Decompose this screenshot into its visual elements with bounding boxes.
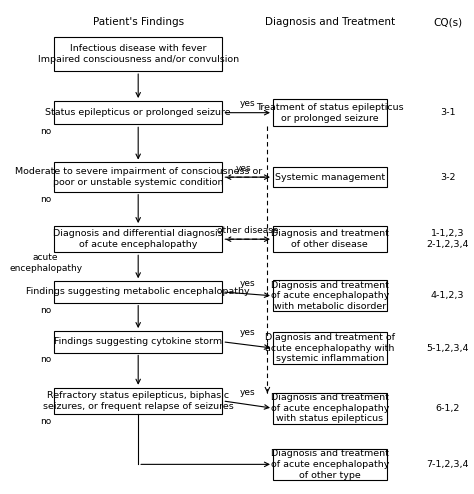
Text: Findings suggesting metabolic encephalopathy: Findings suggesting metabolic encephalop… bbox=[27, 288, 250, 296]
Text: 3-2: 3-2 bbox=[440, 172, 456, 182]
Text: Refractory status epilepticus, biphasic
seizures, or frequent relapse of seizure: Refractory status epilepticus, biphasic … bbox=[43, 391, 234, 411]
Text: Findings suggesting cytokine storm: Findings suggesting cytokine storm bbox=[54, 337, 222, 346]
Text: yes: yes bbox=[240, 279, 255, 288]
FancyBboxPatch shape bbox=[273, 167, 386, 187]
Text: Patient's Findings: Patient's Findings bbox=[92, 17, 184, 28]
FancyBboxPatch shape bbox=[54, 226, 222, 252]
Text: yes: yes bbox=[240, 388, 255, 397]
Text: Status epilepticus or prolonged seizure: Status epilepticus or prolonged seizure bbox=[46, 108, 231, 117]
FancyBboxPatch shape bbox=[54, 37, 222, 71]
Text: CQ(s): CQ(s) bbox=[433, 17, 462, 28]
Text: Diagnosis and treatment
of acute encephalopathy
with metabolic disorder: Diagnosis and treatment of acute encepha… bbox=[271, 281, 389, 311]
FancyBboxPatch shape bbox=[273, 332, 386, 364]
FancyBboxPatch shape bbox=[54, 163, 222, 192]
FancyBboxPatch shape bbox=[273, 99, 386, 126]
Text: Treatment of status epilepticus
or prolonged seizure: Treatment of status epilepticus or prolo… bbox=[256, 103, 403, 123]
Text: yes: yes bbox=[236, 164, 251, 173]
FancyBboxPatch shape bbox=[273, 226, 386, 252]
FancyBboxPatch shape bbox=[54, 388, 222, 414]
Text: no: no bbox=[40, 127, 51, 136]
Text: Diagnosis and differential diagnosis
of acute encephalopathy: Diagnosis and differential diagnosis of … bbox=[54, 229, 223, 249]
Text: yes: yes bbox=[240, 329, 255, 337]
Text: 1-1,2,3
2-1,2,3,4: 1-1,2,3 2-1,2,3,4 bbox=[426, 229, 469, 249]
FancyBboxPatch shape bbox=[273, 393, 386, 424]
Text: Diagnosis and Treatment: Diagnosis and Treatment bbox=[264, 17, 395, 28]
Text: yes: yes bbox=[240, 99, 255, 108]
Text: 5-1,2,3,4: 5-1,2,3,4 bbox=[426, 344, 469, 353]
Text: acute
encephalopathy: acute encephalopathy bbox=[9, 253, 82, 273]
Text: Diagnosis and treatment
of other disease: Diagnosis and treatment of other disease bbox=[271, 229, 389, 249]
FancyBboxPatch shape bbox=[54, 101, 222, 124]
Text: 4-1,2,3: 4-1,2,3 bbox=[431, 291, 465, 300]
Text: 6-1,2: 6-1,2 bbox=[436, 404, 460, 412]
FancyBboxPatch shape bbox=[273, 449, 386, 480]
Text: Diagnosis and treatment
of acute encephalopathy
with status epilepticus: Diagnosis and treatment of acute encepha… bbox=[271, 393, 389, 423]
Text: Diagnosis and treatment of
acute encephalopathy with
systemic inflammation: Diagnosis and treatment of acute encepha… bbox=[264, 333, 395, 364]
Text: Moderate to severe impairment of consciousness or
poor or unstable systemic cond: Moderate to severe impairment of conscio… bbox=[15, 167, 262, 187]
FancyBboxPatch shape bbox=[54, 281, 222, 303]
Text: Diagnosis and treatment
of acute encephalopathy
of other type: Diagnosis and treatment of acute encepha… bbox=[271, 449, 389, 480]
Text: other disease: other disease bbox=[217, 226, 278, 235]
FancyBboxPatch shape bbox=[54, 331, 222, 353]
Text: no: no bbox=[40, 305, 51, 315]
Text: Systemic management: Systemic management bbox=[274, 172, 385, 182]
FancyBboxPatch shape bbox=[273, 280, 386, 312]
Text: 3-1: 3-1 bbox=[440, 108, 456, 117]
Text: Infectious disease with fever
Impaired consciousness and/or convulsion: Infectious disease with fever Impaired c… bbox=[37, 44, 239, 64]
Text: no: no bbox=[40, 355, 51, 365]
Text: 7-1,2,3,4: 7-1,2,3,4 bbox=[426, 460, 469, 469]
Text: no: no bbox=[40, 195, 51, 204]
Text: no: no bbox=[40, 417, 51, 426]
